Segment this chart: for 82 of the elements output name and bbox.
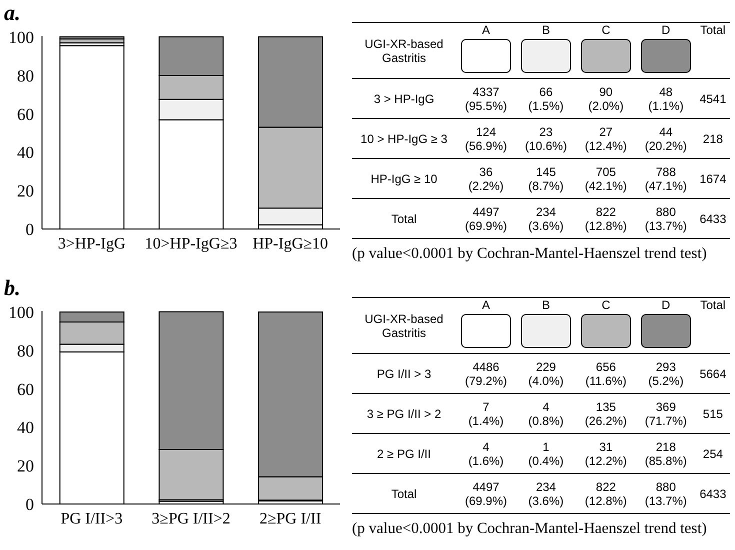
y-tick-label: 100 <box>8 28 34 47</box>
text: 1 (0.4%) <box>528 440 564 468</box>
text: 218 <box>702 132 723 146</box>
x-tick-label: HP-IgG≥10 <box>252 235 328 252</box>
category-label: 3 ≥ PG I/II > 2 <box>366 406 442 420</box>
text: 218 (85.8%) <box>644 440 687 468</box>
text: 880 (13.7%) <box>644 204 687 232</box>
text: 234 (3.6%) <box>528 480 564 508</box>
x-tick-label: 3>HP-IgG <box>58 235 126 252</box>
y-tick-label: 20 <box>17 456 34 476</box>
text: 1674 <box>700 172 726 186</box>
category-label: D <box>660 23 672 37</box>
chart-title: a. <box>4 0 20 26</box>
y-tick-label: 40 <box>17 418 34 438</box>
text: 788 (47.1%) <box>644 164 687 192</box>
text: (p value<0.0001 by Cochran-Mantel-Haenszel trend test) <box>352 520 708 538</box>
category-label: D <box>660 298 672 312</box>
text: 822 (12.8%) <box>584 480 627 508</box>
text: 27 (12.4%) <box>584 124 627 152</box>
text: 822 (12.8%) <box>584 204 627 232</box>
y-tick-label: 60 <box>17 104 34 124</box>
category-label: A <box>480 23 491 37</box>
text: 4 (0.8%) <box>528 400 564 428</box>
text: 44 (20.2%) <box>644 124 687 152</box>
text: 7 (1.4%) <box>468 400 504 428</box>
y-tick-label: 0 <box>26 495 34 514</box>
text: 135 (26.2%) <box>584 400 627 428</box>
text: 880 (13.7%) <box>644 480 687 508</box>
y-tick-label: 40 <box>17 143 34 162</box>
text: 656 (11.6%) <box>585 360 626 388</box>
category-label: Total <box>391 486 417 500</box>
text: 254 <box>702 446 723 460</box>
text: 23 (10.6%) <box>524 124 567 152</box>
text: 4486 (79.2%) <box>464 360 507 388</box>
text: 234 (3.6%) <box>528 204 564 232</box>
text: 4541 <box>700 92 726 106</box>
text: (p value<0.0001 by Cochran-Mantel-Haenszel trend test) <box>352 245 708 263</box>
category-label: 3 > HP-IgG <box>374 92 434 106</box>
text: UGI-XR-based Gastritis <box>352 22 456 78</box>
category-label: C <box>600 298 612 312</box>
text: 31 (12.2%) <box>584 440 627 468</box>
category-label: PG I/II > 3 <box>376 366 432 380</box>
text: 369 (71.7%) <box>644 400 687 428</box>
category-label: Total <box>699 23 727 37</box>
category-label: B <box>540 298 551 312</box>
category-label: 2 ≥ PG I/II <box>377 446 431 460</box>
text: 4497 (69.9%) <box>464 204 507 232</box>
y-tick-label: 60 <box>17 380 34 399</box>
category-label: A <box>480 298 491 312</box>
text: 48 (1.1%) <box>648 84 684 112</box>
y-tick-label: 20 <box>17 182 34 201</box>
chart-title: b. <box>4 275 20 301</box>
text: 5664 <box>700 366 726 380</box>
x-tick-label: 3≥PG I/II>2 <box>152 510 230 528</box>
text: 90 (2.0%) <box>588 84 624 112</box>
category-label: B <box>540 23 551 37</box>
text: 229 (4.0%) <box>528 360 564 388</box>
text: 6433 <box>700 486 726 500</box>
text: 293 (5.2%) <box>648 360 684 388</box>
text: 515 <box>702 406 723 420</box>
text: UGI-XR-based Gastritis <box>352 298 456 354</box>
x-tick-label: PG I/II>3 <box>60 510 123 528</box>
category-label: Total <box>699 298 727 312</box>
text: 4497 (69.9%) <box>464 480 507 508</box>
category-label: Total <box>391 212 417 226</box>
text: 36 (2.2%) <box>468 164 504 192</box>
text: 66 (1.5%) <box>528 84 564 112</box>
y-tick-label: 0 <box>26 220 34 240</box>
text: 145 (8.7%) <box>528 164 564 192</box>
text: 124 (56.9%) <box>464 124 507 152</box>
text: 4 (1.6%) <box>468 440 504 468</box>
text: 705 (42.1%) <box>584 164 627 192</box>
category-label: C <box>600 23 612 37</box>
category-label: HP-IgG ≥ 10 <box>370 172 438 186</box>
text: 4337 (95.5%) <box>464 84 507 112</box>
text: 6433 <box>700 212 726 226</box>
category-label: 10 > HP-IgG ≥ 3 <box>360 132 448 146</box>
x-tick-label: 10>HP-IgG≥3 <box>144 235 238 252</box>
y-tick-label: 80 <box>17 341 34 360</box>
y-tick-label: 80 <box>17 66 34 86</box>
y-tick-label: 100 <box>8 302 34 322</box>
x-tick-label: 2≥PG I/II <box>259 510 322 528</box>
